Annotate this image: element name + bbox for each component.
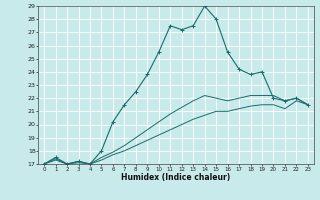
X-axis label: Humidex (Indice chaleur): Humidex (Indice chaleur)	[121, 173, 231, 182]
